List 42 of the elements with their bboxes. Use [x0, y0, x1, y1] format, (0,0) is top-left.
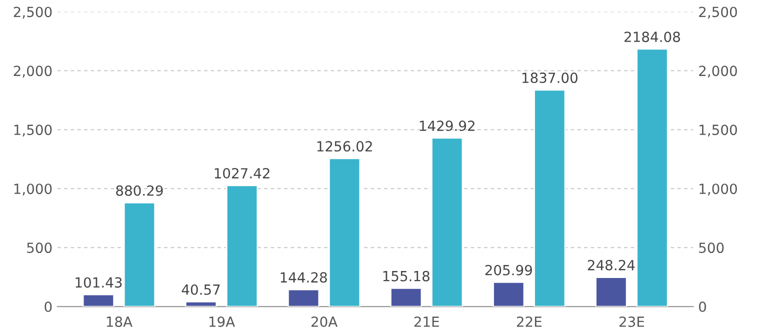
bar	[328, 158, 361, 307]
y-tick-label: 500	[27, 242, 52, 254]
data-label: 144.28	[280, 272, 327, 283]
bar	[390, 288, 422, 307]
y2-tick-label: 0	[699, 301, 706, 312]
x-tick-label: 23E	[619, 316, 644, 327]
data-label: 2184.08	[624, 32, 680, 42]
data-label: 1837.00	[522, 72, 578, 84]
data-label: 101.43	[76, 277, 122, 288]
y2-tick-label: 1,500	[700, 124, 737, 137]
bar	[82, 294, 115, 307]
bar	[595, 276, 628, 307]
bar	[226, 184, 258, 307]
y-tick-label: 2,500	[14, 6, 52, 19]
data-label: 155.18	[383, 270, 430, 282]
bar	[184, 301, 218, 307]
y2-tick-label: 2,500	[699, 6, 737, 19]
y2-tick-label: 1,000	[700, 184, 737, 196]
y-tick-label: 2,000	[14, 66, 52, 78]
data-label: 1429.92	[420, 120, 474, 132]
data-label: 205.99	[485, 264, 532, 276]
x-tick-label: 18A	[106, 316, 132, 327]
y2-tick-label: 2,000	[699, 66, 737, 78]
bar	[123, 202, 156, 307]
data-label: 248.24	[588, 260, 635, 270]
y-tick-label: 1,500	[14, 124, 52, 137]
data-label: 40.57	[182, 284, 220, 295]
data-label: 880.29	[116, 185, 163, 196]
y-tick-label: 0	[44, 301, 52, 312]
x-tick-label: 19A	[209, 316, 235, 327]
bar	[287, 288, 320, 307]
y2-tick-label: 500	[699, 242, 724, 254]
x-tick-label: 22E	[516, 316, 542, 327]
y-tick-label: 1,000	[14, 184, 52, 196]
bar	[492, 282, 525, 307]
data-label: 1256.02	[317, 141, 372, 152]
bar	[534, 89, 566, 307]
data-label: 1027.42	[214, 168, 270, 179]
x-tick-label: 20A	[312, 316, 338, 327]
bar	[636, 48, 668, 307]
x-tick-label: 21E	[414, 316, 439, 327]
bar	[431, 137, 464, 307]
